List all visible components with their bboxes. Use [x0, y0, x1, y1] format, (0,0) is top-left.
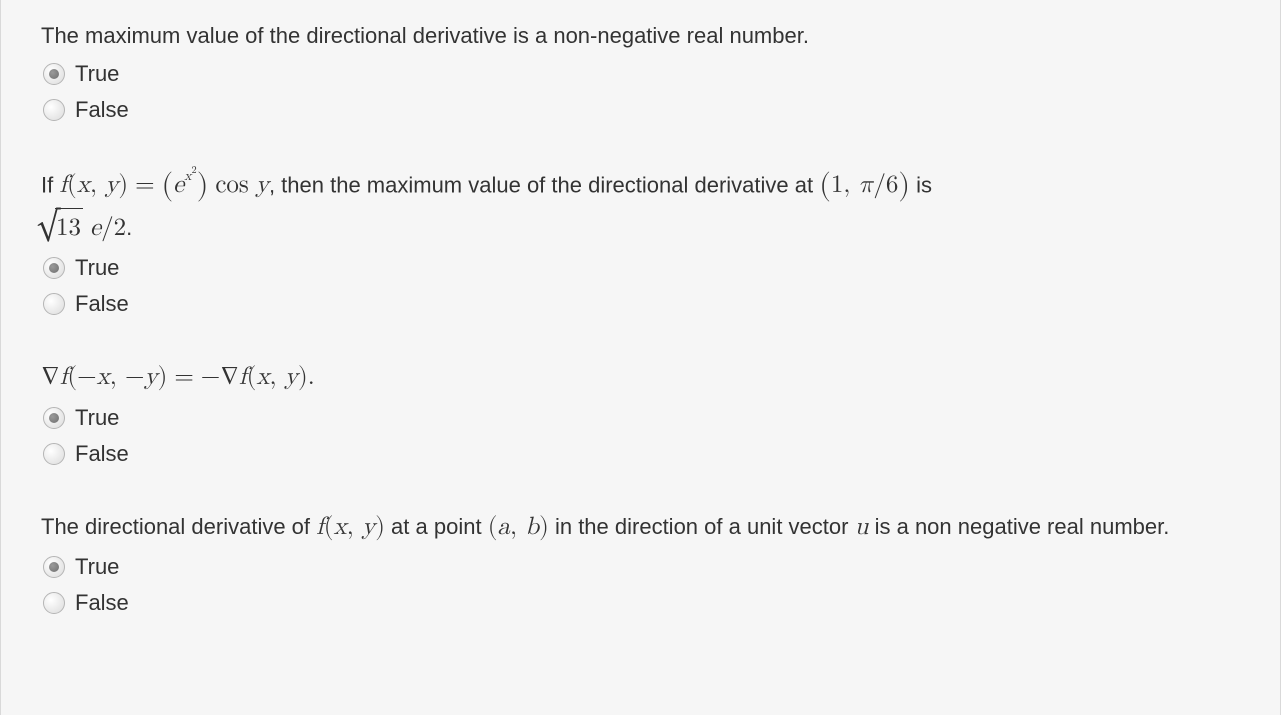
math-point: (1, π/6): [819, 170, 910, 198]
option-false[interactable]: False: [43, 288, 1250, 320]
math-u: u: [855, 512, 869, 540]
math-point: (a, b): [488, 512, 549, 540]
options-group: True False: [41, 252, 1250, 320]
question-q2: If f(x, y) = (ex2) cos y, then the maxim…: [41, 164, 1250, 320]
options-group: True False: [41, 58, 1250, 126]
text-period: .: [126, 215, 132, 240]
text-part: The directional derivative of: [41, 514, 316, 539]
option-label: True: [75, 551, 119, 583]
option-true[interactable]: True: [43, 252, 1250, 284]
radio-icon: [43, 99, 65, 121]
option-true[interactable]: True: [43, 402, 1250, 434]
radio-icon: [43, 407, 65, 429]
question-prompt: The maximum value of the directional der…: [41, 20, 1250, 52]
option-false[interactable]: False: [43, 94, 1250, 126]
radio-icon: [43, 63, 65, 85]
text-trail: is: [916, 172, 932, 197]
radio-icon: [43, 443, 65, 465]
options-group: True False: [41, 402, 1250, 470]
question-prompt: If f(x, y) = (ex2) cos y, then the maxim…: [41, 164, 1250, 246]
math-value: 13 e/2: [41, 213, 126, 241]
text-part: at a point: [385, 514, 488, 539]
text-part: in the direction of a unit vector: [549, 514, 855, 539]
option-false[interactable]: False: [43, 587, 1250, 619]
question-prompt: ∇f(−x, −y) = −∇f(x, y).: [41, 358, 1250, 396]
radio-icon: [43, 556, 65, 578]
option-label: True: [75, 402, 119, 434]
math-expression: f(x, y) = (ex2) cos y: [59, 170, 269, 198]
option-label: True: [75, 252, 119, 284]
text-mid: , then the maximum value of the directio…: [269, 172, 819, 197]
option-label: False: [75, 288, 129, 320]
options-group: True False: [41, 551, 1250, 619]
question-q4: The directional derivative of f(x, y) at…: [41, 508, 1250, 619]
question-prompt: The directional derivative of f(x, y) at…: [41, 508, 1250, 545]
quiz-panel: The maximum value of the directional der…: [0, 0, 1281, 715]
text-lead: If: [41, 172, 59, 197]
math-f: f(x, y): [316, 512, 385, 540]
radio-icon: [43, 293, 65, 315]
option-true[interactable]: True: [43, 551, 1250, 583]
question-q3: ∇f(−x, −y) = −∇f(x, y). True False: [41, 358, 1250, 470]
option-label: False: [75, 587, 129, 619]
text-part: is a non negative real number.: [868, 514, 1169, 539]
radio-icon: [43, 257, 65, 279]
radio-icon: [43, 592, 65, 614]
option-false[interactable]: False: [43, 438, 1250, 470]
option-label: False: [75, 94, 129, 126]
option-label: True: [75, 58, 119, 90]
option-true[interactable]: True: [43, 58, 1250, 90]
math-equation: ∇f(−x, −y) = −∇f(x, y).: [41, 362, 315, 390]
question-q1: The maximum value of the directional der…: [41, 20, 1250, 126]
option-label: False: [75, 438, 129, 470]
